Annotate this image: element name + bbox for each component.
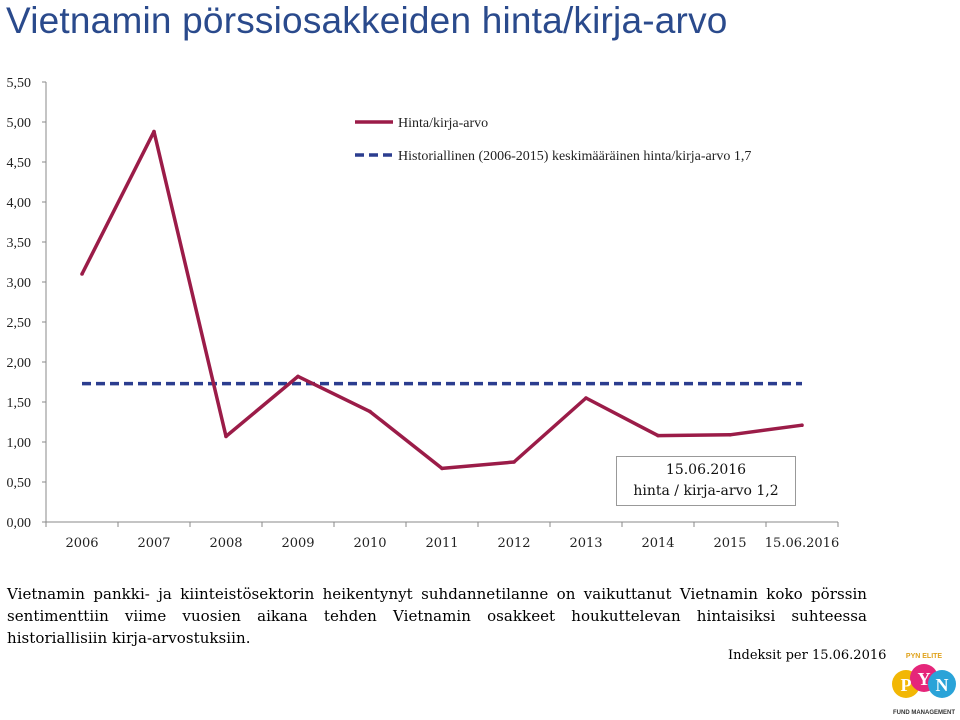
y-tick-label: 5,50 [7,76,32,91]
x-tick-label: 2010 [353,536,386,551]
legend-label-historical-average: Historiallinen (2006-2015) keskimääräine… [398,149,751,164]
x-tick-label: 15.06.2016 [765,536,839,551]
annotation-value: hinta / kirja-arvo 1,2 [633,483,779,499]
data-point [296,374,300,379]
y-tick-label: 2,50 [7,316,32,331]
line-chart: 0,00 0,50 1,00 1,50 2,00 2,50 3,00 3,50 4,00 4,50… [7,76,840,551]
y-tick-label: 2,00 [7,356,32,371]
legend-label-price-book: Hinta/kirja-arvo [398,116,488,131]
y-tick-label: 4,00 [7,196,32,211]
x-axis: 2006 2007 2008 2009 2010 2011 2012 2013 2014 2015… [45,521,839,551]
y-tick-label: 0,00 [7,516,32,531]
logo-circle-n [928,670,956,698]
data-point [584,396,588,400]
x-tick-label: 2012 [497,536,530,551]
logo-letter-n: N [936,675,949,695]
data-point [368,409,372,414]
data-point [728,433,732,437]
x-tick-label: 2008 [209,536,242,551]
x-tick-label: 2011 [425,536,458,551]
annotation-date: 15.06.2016 [665,462,747,478]
y-tick-label: 3,00 [7,276,32,291]
data-point [656,433,660,438]
x-tick-label: 2015 [713,536,746,551]
y-axis: 0,00 0,50 1,00 1,50 2,00 2,50 3,00 3,50 4,00 4,50… [7,76,47,531]
data-point [152,129,156,134]
logo-letter-y: Y [918,669,931,689]
logo-bottom-text: FUND MANAGEMENT [893,710,955,716]
series-layer [80,129,804,471]
caption-text: Vietnamin pankki- ja kiinteistösektorin … [7,585,867,647]
x-tick-label: 2006 [65,536,98,551]
x-tick-label: 2013 [569,536,602,551]
data-point [440,466,444,471]
source-note: Indeksit per 15.06.2016 [728,648,887,663]
y-tick-label: 1,50 [7,396,32,411]
x-tick-label: 2007 [137,536,170,551]
chart-title: Vietnamin pörssiosakkeiden hinta/kirja-a… [6,0,728,41]
y-tick-label: 5,00 [7,116,32,131]
legend: Hinta/kirja-arvo Historiallinen (2006-20… [355,116,751,164]
annotation-box: 15.06.2016 hinta / kirja-arvo 1,2 [616,456,796,506]
series-line-price-book [80,129,803,471]
y-tick-label: 3,50 [7,236,32,251]
data-point [512,460,516,464]
x-tick-label: 2009 [281,536,314,551]
y-tick-label: 0,50 [7,476,32,491]
y-tick-label: 4,50 [7,156,32,171]
data-point [80,272,84,276]
logo-letter-p: P [901,675,912,695]
data-point [800,423,804,428]
logo-top-text: PYN ELITE [906,653,943,660]
y-tick-label: 1,00 [7,436,32,451]
data-point [224,434,228,439]
pyn-elite-logo: PYN ELITE P Y N FUND MANAGEMENT [892,653,956,716]
x-tick-label: 2014 [641,536,674,551]
